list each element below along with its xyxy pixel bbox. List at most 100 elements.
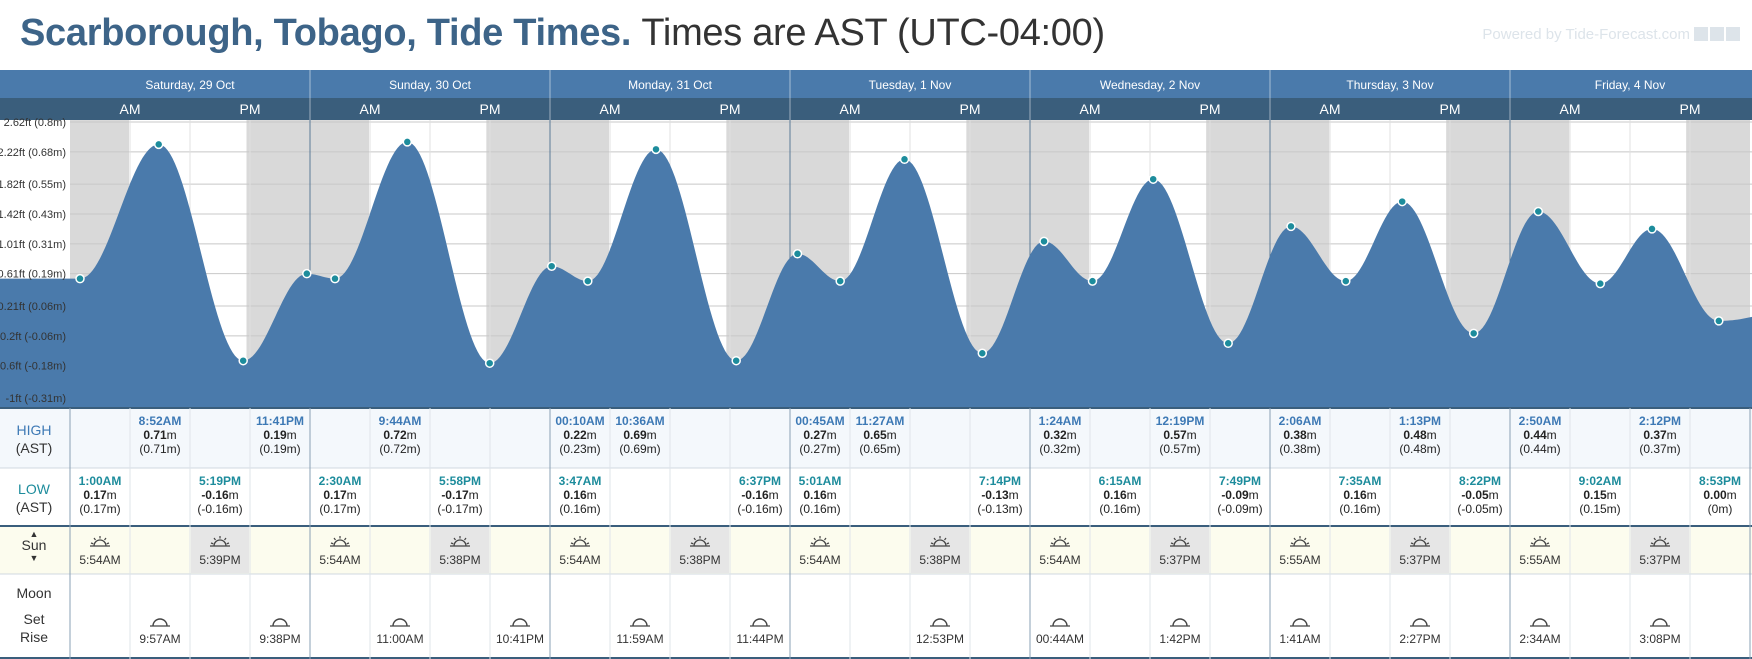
moon-time: 9:38PM: [259, 632, 300, 646]
tide-point[interactable]: [153, 139, 164, 150]
moon-time: 9:57AM: [139, 632, 180, 646]
twitter-icon[interactable]: [1726, 27, 1740, 41]
low-tide-time: 5:58PM: [439, 474, 481, 488]
low-tide-time: 5:01AM: [799, 474, 842, 488]
tide-point[interactable]: [546, 261, 557, 271]
tide-point[interactable]: [1223, 338, 1233, 349]
pm-label: PM: [480, 101, 501, 117]
moon-icon: [510, 618, 530, 627]
low-tide-time: 8:22PM: [1459, 474, 1501, 488]
low-tide-value: 0.16m: [803, 488, 836, 502]
low-row-sublabel: (AST): [16, 499, 53, 515]
low-tide-time: 2:30AM: [319, 474, 362, 488]
sunrise-time: 5:55AM: [1279, 553, 1320, 567]
high-tide-value-paren: (0.44m): [1519, 442, 1560, 456]
moon-icon: [150, 618, 170, 627]
tide-point[interactable]: [977, 348, 988, 358]
tide-point[interactable]: [583, 276, 593, 286]
tide-point[interactable]: [238, 355, 248, 366]
moon-icon: [1410, 618, 1430, 627]
tide-point[interactable]: [75, 273, 85, 284]
sunset-time: 5:37PM: [1639, 553, 1680, 567]
y-tick-label: 1.82ft (0.55m): [0, 179, 66, 191]
low-tide-value-paren: (-0.05m): [1457, 502, 1502, 516]
tide-point[interactable]: [1397, 196, 1407, 207]
low-tide-value: -0.05m: [1461, 488, 1498, 502]
high-row: [0, 408, 1752, 468]
moon-time: 11:44PM: [736, 632, 783, 646]
high-tide-value-paren: (0.48m): [1399, 442, 1440, 456]
tide-point[interactable]: [402, 137, 413, 147]
moon-time: 10:41PM: [496, 632, 544, 646]
high-tide-time: 2:50AM: [1519, 414, 1562, 428]
sun-up-arrow: ▲: [30, 529, 39, 539]
tide-point[interactable]: [1533, 206, 1544, 217]
tide-point[interactable]: [792, 249, 803, 259]
high-tide-value-paren: (0.57m): [1159, 442, 1200, 456]
sun-row: [0, 526, 1752, 574]
low-row-label: LOW: [18, 481, 51, 497]
day-label: Wednesday, 2 Nov: [1100, 78, 1200, 92]
high-tide-value-paren: (0.65m): [859, 442, 900, 456]
am-label: AM: [840, 101, 861, 117]
tide-chart: -1ft (-0.31m) -0.6ft (-0.18m) -0.2ft (-0.0…: [0, 70, 1752, 659]
low-tide-value: -0.17m: [441, 488, 478, 502]
tide-point[interactable]: [899, 154, 910, 165]
tide-point[interactable]: [330, 273, 340, 284]
low-tide-value-paren: (0.16m): [1099, 502, 1140, 516]
sunrise-icon: [570, 536, 590, 547]
powered-by-link[interactable]: Powered by Tide-Forecast.com: [1482, 26, 1690, 43]
tide-point[interactable]: [484, 358, 495, 368]
moon-icon: [1530, 618, 1550, 627]
high-tide-value: 0.22m: [563, 428, 596, 442]
facebook-icon[interactable]: [1710, 27, 1724, 41]
low-tide-value: 0.16m: [1103, 488, 1136, 502]
tide-point[interactable]: [1286, 221, 1296, 232]
tide-point[interactable]: [1714, 316, 1724, 326]
tide-point[interactable]: [835, 276, 845, 286]
am-label: AM: [1080, 101, 1101, 117]
tide-point[interactable]: [1148, 174, 1158, 184]
moon-icon: [390, 618, 410, 627]
tide-point[interactable]: [302, 268, 312, 279]
high-tide-value-paren: (0.19m): [259, 442, 300, 456]
low-tide-value-paren: (-0.09m): [1217, 502, 1262, 516]
sunset-time: 5:38PM: [679, 553, 720, 567]
sunset-cell: [671, 527, 729, 573]
moon-row-label: Moon: [16, 585, 51, 601]
tide-point[interactable]: [1341, 276, 1351, 286]
moon-time: 2:34AM: [1519, 632, 1560, 646]
day-label: Thursday, 3 Nov: [1346, 78, 1433, 92]
high-tide-time: 11:27AM: [856, 414, 905, 428]
share-icon[interactable]: [1694, 27, 1708, 41]
tide-point[interactable]: [651, 144, 661, 155]
tide-point[interactable]: [1468, 328, 1479, 339]
tide-point[interactable]: [1087, 276, 1098, 286]
low-row: [0, 468, 1752, 526]
low-tide-value-paren: (-0.13m): [977, 502, 1022, 516]
moon-time: 1:41AM: [1279, 632, 1320, 646]
low-tide-value-paren: (0.16m): [1339, 502, 1380, 516]
sunrise-icon: [1050, 536, 1070, 547]
sunset-cell: [911, 527, 969, 573]
sunset-cell: [1151, 527, 1209, 573]
pm-label: PM: [960, 101, 981, 117]
moon-icon: [270, 618, 290, 627]
sunset-time: 5:37PM: [1399, 553, 1440, 567]
low-tide-time: 7:49PM: [1219, 474, 1261, 488]
high-tide-value: 0.19m: [263, 428, 296, 442]
am-label: AM: [360, 101, 381, 117]
y-tick-label: 0.21ft (0.06m): [0, 301, 66, 313]
tide-point[interactable]: [1039, 236, 1049, 247]
tide-point[interactable]: [1647, 224, 1657, 234]
high-tide-value: 0.44m: [1523, 428, 1556, 442]
low-tide-value-paren: (0.16m): [799, 502, 840, 516]
high-tide-value: 0.65m: [863, 428, 896, 442]
am-label: AM: [600, 101, 621, 117]
timezone-note: Times are AST (UTC-04:00): [641, 12, 1105, 54]
low-tide-value: 0.17m: [83, 488, 116, 502]
low-tide-time: 7:14PM: [979, 474, 1021, 488]
tide-point[interactable]: [1595, 278, 1606, 289]
day-label: Tuesday, 1 Nov: [869, 78, 952, 92]
tide-point[interactable]: [731, 355, 741, 366]
